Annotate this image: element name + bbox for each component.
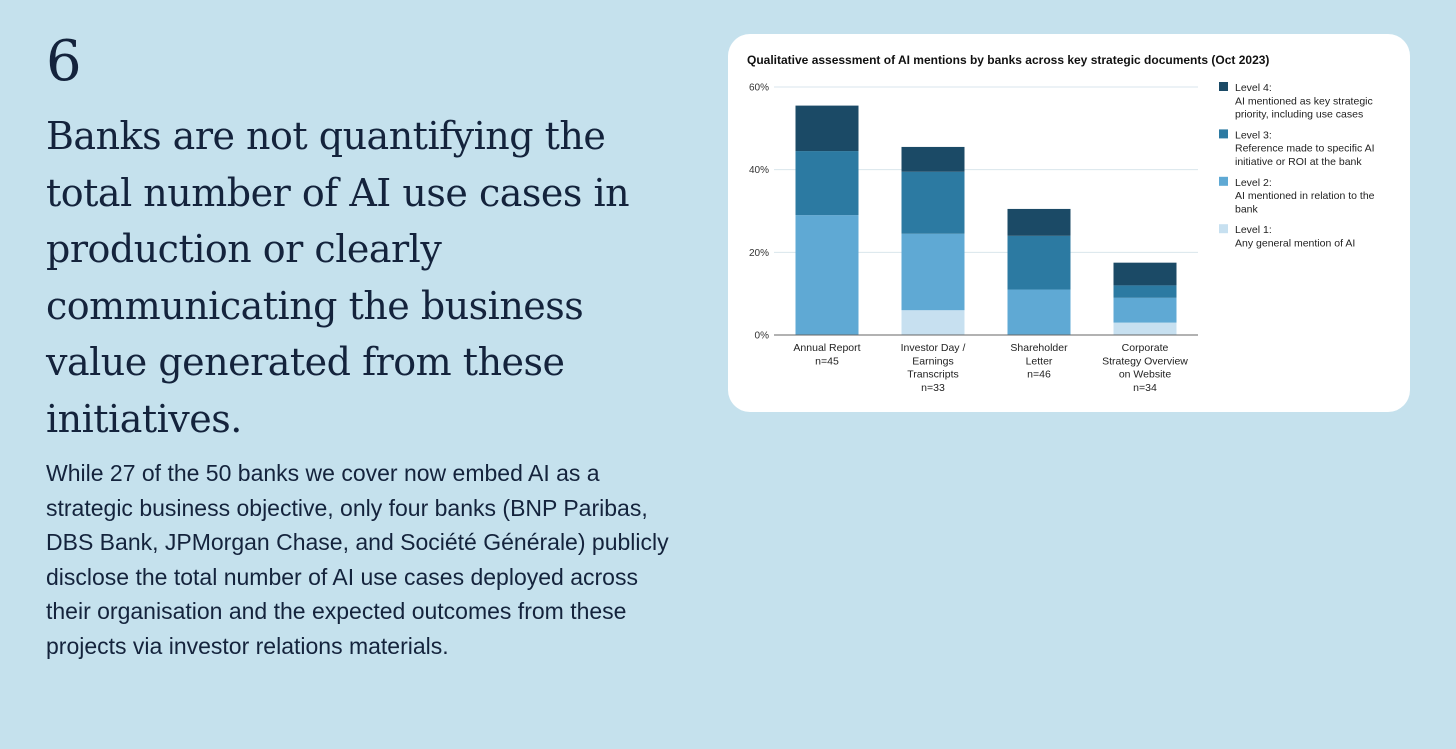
- bar-segment: [901, 233, 965, 311]
- bar-segment: [1007, 289, 1071, 335]
- x-tick-label: Earnings: [912, 355, 953, 367]
- bar-segment: [1113, 262, 1177, 286]
- bar-segment: [1113, 297, 1177, 323]
- bar-segment: [901, 310, 965, 335]
- legend-description: bank: [1235, 203, 1259, 215]
- bar-segment: [1007, 235, 1071, 290]
- bar-segment: [901, 146, 965, 172]
- bar-segment: [795, 215, 859, 335]
- x-tick-label: Transcripts: [907, 369, 959, 381]
- y-tick-label: 20%: [749, 248, 769, 259]
- x-tick-label: Letter: [1026, 355, 1053, 367]
- bar-segment: [1113, 322, 1177, 335]
- legend-description: Any general mention of AI: [1235, 238, 1355, 250]
- legend-label: Level 3:: [1235, 129, 1272, 141]
- stacked-bar-chart: Qualitative assessment of AI mentions by…: [747, 53, 1375, 394]
- legend-label: Level 1:: [1235, 224, 1272, 236]
- legend-swatch: [1219, 129, 1228, 139]
- headline: Banks are not quantifying the total numb…: [46, 114, 630, 441]
- y-tick-label: 60%: [749, 83, 769, 94]
- x-tick-label: on Website: [1119, 369, 1171, 381]
- x-tick-label: n=45: [815, 355, 839, 367]
- body-paragraph: While 27 of the 50 banks we cover now em…: [46, 460, 669, 659]
- legend-description: AI mentioned as key strategic: [1235, 95, 1373, 107]
- x-tick-label: Corporate: [1122, 342, 1169, 354]
- legend-description: priority, including use cases: [1235, 109, 1363, 121]
- x-tick-label: Annual Report: [793, 342, 860, 354]
- bars: [795, 105, 1177, 335]
- legend-label: Level 4:: [1235, 82, 1272, 94]
- x-tick-label: n=46: [1027, 369, 1051, 381]
- chart-card: Qualitative assessment of AI mentions by…: [728, 34, 1410, 412]
- chart-title: Qualitative assessment of AI mentions by…: [747, 53, 1269, 67]
- bar-segment: [795, 151, 859, 216]
- x-tick-label: n=33: [921, 382, 945, 394]
- y-tick-label: 0%: [755, 331, 770, 342]
- section-number: 6: [46, 29, 82, 94]
- legend-swatch: [1219, 176, 1228, 186]
- bar-segment: [1113, 285, 1177, 298]
- chart-legend: Level 4:AI mentioned as key strategic pri…: [1219, 82, 1375, 250]
- y-tick-label: 40%: [749, 165, 769, 176]
- x-tick-label: Investor Day /: [901, 342, 966, 354]
- legend-swatch: [1219, 224, 1228, 234]
- legend-description: AI mentioned in relation to the: [1235, 190, 1375, 202]
- legend-description: initiative or ROI at the bank: [1235, 156, 1362, 168]
- legend-swatch: [1219, 82, 1228, 91]
- bar-segment: [901, 171, 965, 234]
- legend-label: Level 2:: [1235, 177, 1272, 189]
- x-tick-label: Strategy Overview: [1102, 355, 1188, 367]
- x-tick-label: Shareholder: [1010, 342, 1068, 354]
- bar-segment: [1007, 208, 1071, 236]
- x-tick-label: n=34: [1133, 382, 1157, 394]
- bar-segment: [795, 105, 859, 152]
- legend-description: Reference made to specific AI: [1235, 143, 1375, 155]
- y-axis-tick-labels: 0% 20% 40% 60%: [749, 83, 769, 342]
